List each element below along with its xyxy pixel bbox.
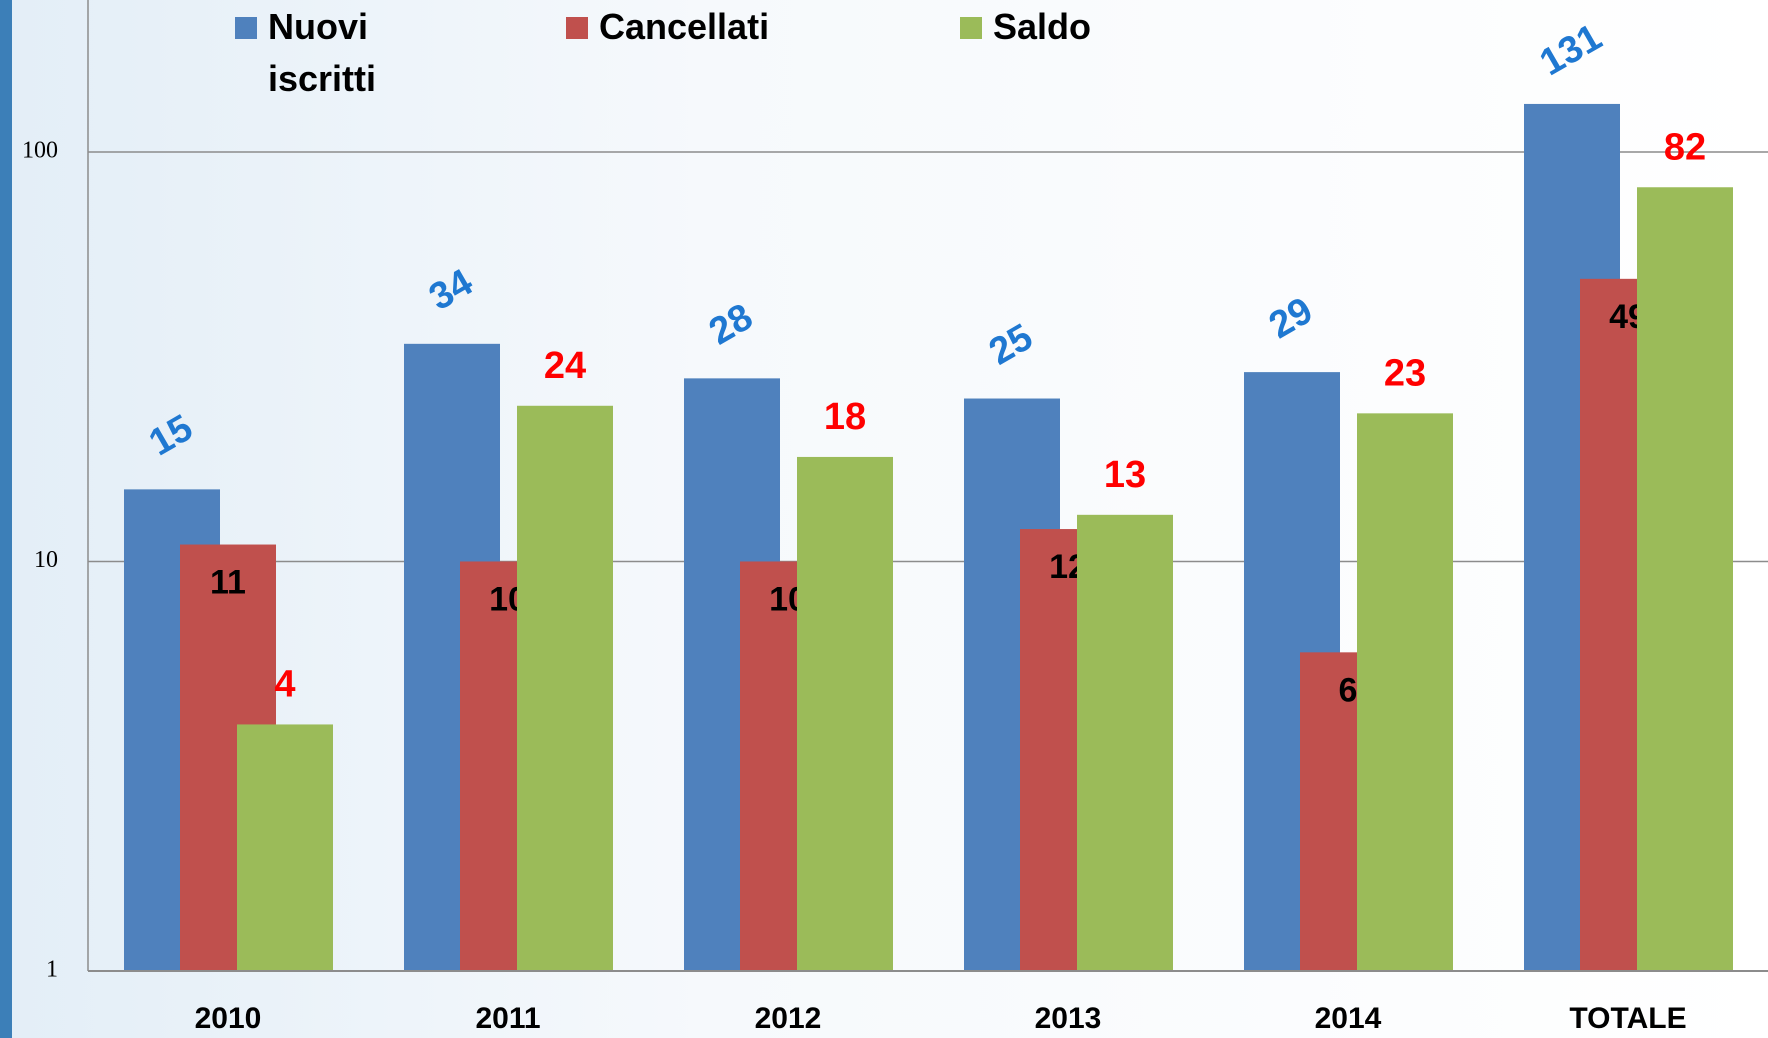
x-tick-label: 2012 (755, 1002, 822, 1035)
y-tick-label: 100 (22, 137, 58, 163)
bar (1357, 413, 1453, 971)
value-label: 4 (274, 663, 295, 705)
value-label: 23 (1384, 352, 1426, 394)
legend-swatch (235, 17, 257, 39)
y-tick-label: 1 (46, 957, 58, 983)
value-label: 24 (544, 345, 586, 387)
page: 1101001511420103410242011281018201225121… (0, 0, 1768, 1038)
x-tick-label: TOTALE (1569, 1002, 1686, 1035)
x-tick-label: 2011 (475, 1002, 540, 1035)
value-label: 82 (1664, 126, 1706, 168)
bar (237, 724, 333, 971)
value-label: 11 (210, 564, 246, 602)
x-tick-label: 2010 (195, 1002, 262, 1035)
legend-swatch (960, 17, 982, 39)
bar (1637, 187, 1733, 971)
value-label: 18 (824, 396, 866, 438)
bar (797, 457, 893, 971)
legend-swatch (566, 17, 588, 39)
value-label: 13 (1104, 454, 1146, 496)
legend-label: Saldo (993, 1, 1293, 53)
x-tick-label: 2013 (1035, 1002, 1102, 1035)
x-tick-label: 2014 (1315, 1002, 1382, 1035)
y-tick-label: 10 (34, 547, 58, 573)
chart: 1101001511420103410242011281018201225121… (0, 0, 1768, 1038)
value-label: 6 (1339, 671, 1358, 709)
legend-label: Cancellati (599, 1, 899, 53)
side-stripe (0, 0, 12, 1038)
bar (517, 406, 613, 971)
legend-label: Nuovi iscritti (268, 1, 388, 105)
bar (1077, 515, 1173, 971)
